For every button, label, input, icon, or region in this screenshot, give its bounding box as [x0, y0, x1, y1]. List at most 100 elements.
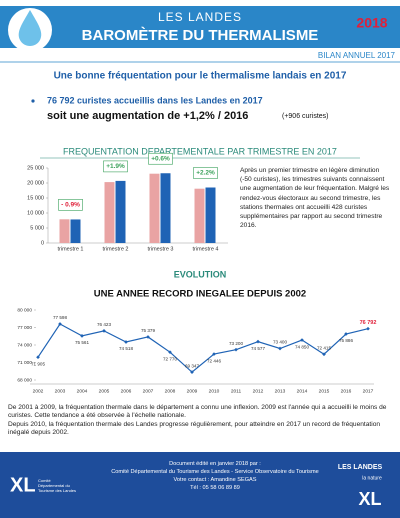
data-label: 71 905: [31, 361, 45, 366]
data-label: 72 415: [317, 345, 331, 350]
x-tick-label: trimestre 3: [148, 246, 174, 252]
x-tick-label: 2003: [55, 388, 66, 394]
x-tick-label: 2006: [121, 388, 132, 394]
marker: [190, 370, 194, 374]
x-tick-label: trimestre 1: [58, 246, 84, 252]
brand: LES LANDES: [158, 10, 242, 24]
bar: [115, 180, 126, 243]
data-label: 72 446: [207, 358, 221, 363]
x-tick-label: 2004: [77, 388, 88, 394]
x-tick-label: 2016: [341, 388, 352, 394]
body-text: De 2001 à 2009, la fréquentation thermal…: [8, 404, 394, 438]
y-tick-label: 10 000: [27, 210, 44, 216]
annotation-box: [58, 199, 83, 211]
marker: [344, 332, 348, 336]
y-tick-label: 25 000: [27, 165, 44, 171]
footer-logo-text: Comité Départemental du Tourisme des Lan…: [38, 478, 77, 493]
bar: [104, 182, 115, 243]
footer-band: [0, 452, 400, 518]
bar: [160, 173, 171, 243]
marker: [256, 339, 260, 344]
x-tick-label: 2011: [231, 388, 242, 394]
x-tick-label: 2009: [187, 388, 198, 394]
data-label: 75 886: [339, 338, 353, 343]
footer-line: Votre contact : Amandine SEGAS: [173, 477, 257, 483]
x-tick-label: trimestre 4: [193, 246, 219, 252]
drop-icon: [18, 10, 42, 46]
data-label: 69 347: [185, 363, 199, 368]
data-label: 75 561: [75, 340, 89, 345]
bar: [70, 219, 81, 243]
data-label: 76 792: [360, 320, 377, 326]
y-tick-label: 68 000: [17, 377, 32, 383]
y-tick-label: 5 000: [30, 225, 44, 231]
x-tick-label: 2007: [143, 388, 154, 394]
annotation-box: [103, 160, 128, 173]
y-tick-label: 74 000: [17, 342, 32, 348]
x-tick-label: 2012: [253, 388, 264, 394]
data-label: 77 598: [53, 315, 67, 320]
marker: [366, 326, 370, 331]
x-tick-label: 2014: [297, 388, 308, 394]
header-subtitle: BILAN ANNUEL 2017: [318, 51, 396, 60]
line: [37, 323, 369, 373]
data-label: 76 423: [97, 322, 111, 327]
annotation: - 0.9%: [61, 202, 80, 209]
y-tick-label: 71 000: [17, 360, 32, 366]
x-tick-label: 2015: [319, 388, 330, 394]
bar: [194, 188, 205, 243]
data-label: 72 770: [163, 356, 177, 361]
x-tick-label: 2005: [99, 388, 110, 394]
header-year: 2018: [356, 15, 387, 31]
x-tick-label: 2013: [275, 388, 286, 394]
bar: [149, 173, 160, 243]
side-text: Après un premier trimestre en légère dim…: [240, 167, 390, 230]
x-tick-label: trimestre 2: [103, 246, 129, 252]
marker: [212, 352, 216, 356]
marker: [278, 346, 282, 351]
footer-brand: LES LANDES: [338, 464, 383, 471]
footer-text: Document édité en janvier 2018 par : Com…: [90, 460, 340, 492]
footer-logo: XL: [10, 474, 36, 496]
chart-title: EVOLUTION: [174, 269, 227, 279]
marker: [322, 352, 326, 357]
y-tick-label: 20 000: [27, 180, 44, 186]
marker: [102, 329, 106, 333]
key-figure: 76 792 curistes accueillis dans les Land…: [47, 95, 263, 105]
data-label: 74 850: [295, 344, 309, 349]
footer-tagline: la nature: [362, 475, 382, 481]
key-figure-change: soit une augmentation de +1,2% / 2016: [47, 110, 248, 122]
x-tick-label: 2008: [165, 388, 176, 394]
footer-line: Document édité en janvier 2018 par :: [169, 461, 261, 467]
marker: [300, 338, 304, 342]
footer-line: Comité Départemental du Tourisme des Lan…: [111, 469, 319, 475]
y-tick-label: 80 000: [17, 307, 32, 313]
chart-title: FREQUENTATION DEPARTEMENTALE PAR TRIMEST…: [63, 146, 337, 156]
data-label: 73 200: [229, 341, 243, 346]
annotation: +0.6%: [151, 155, 170, 162]
y-tick-label: 0: [41, 240, 44, 246]
x-tick-label: 2017: [363, 388, 374, 394]
paragraph: De 2001 à 2009, la fréquentation thermal…: [8, 404, 387, 420]
header-band: [0, 6, 400, 48]
footer-line: Tél : 05 58 06 89 89: [190, 485, 240, 491]
bullet: [31, 99, 35, 103]
annotation-box: [193, 167, 218, 179]
annotation: +2.2%: [196, 170, 215, 177]
y-tick-label: 77 000: [17, 325, 32, 331]
footer-logo: XL: [358, 489, 381, 509]
x-tick-label: 2002: [33, 388, 44, 394]
paragraph: Depuis 2010, la fréquentation thermale d…: [8, 420, 381, 437]
key-figure-note: (+906 curistes): [282, 113, 329, 120]
data-label: 74 577: [251, 346, 265, 351]
header-title: BAROMÈTRE DU THERMALISME: [82, 27, 319, 44]
annotation: +1.9%: [106, 163, 125, 170]
headline: Une bonne fréquentation pour le thermali…: [54, 71, 347, 82]
marker: [234, 347, 238, 352]
bar: [59, 219, 70, 243]
x-tick-label: 2010: [209, 388, 220, 394]
chart-subtitle: UNE ANNEE RECORD INEGALEE DEPUIS 2002: [94, 289, 306, 300]
data-label: 73 400: [273, 340, 287, 345]
y-tick-label: 15 000: [27, 195, 44, 201]
